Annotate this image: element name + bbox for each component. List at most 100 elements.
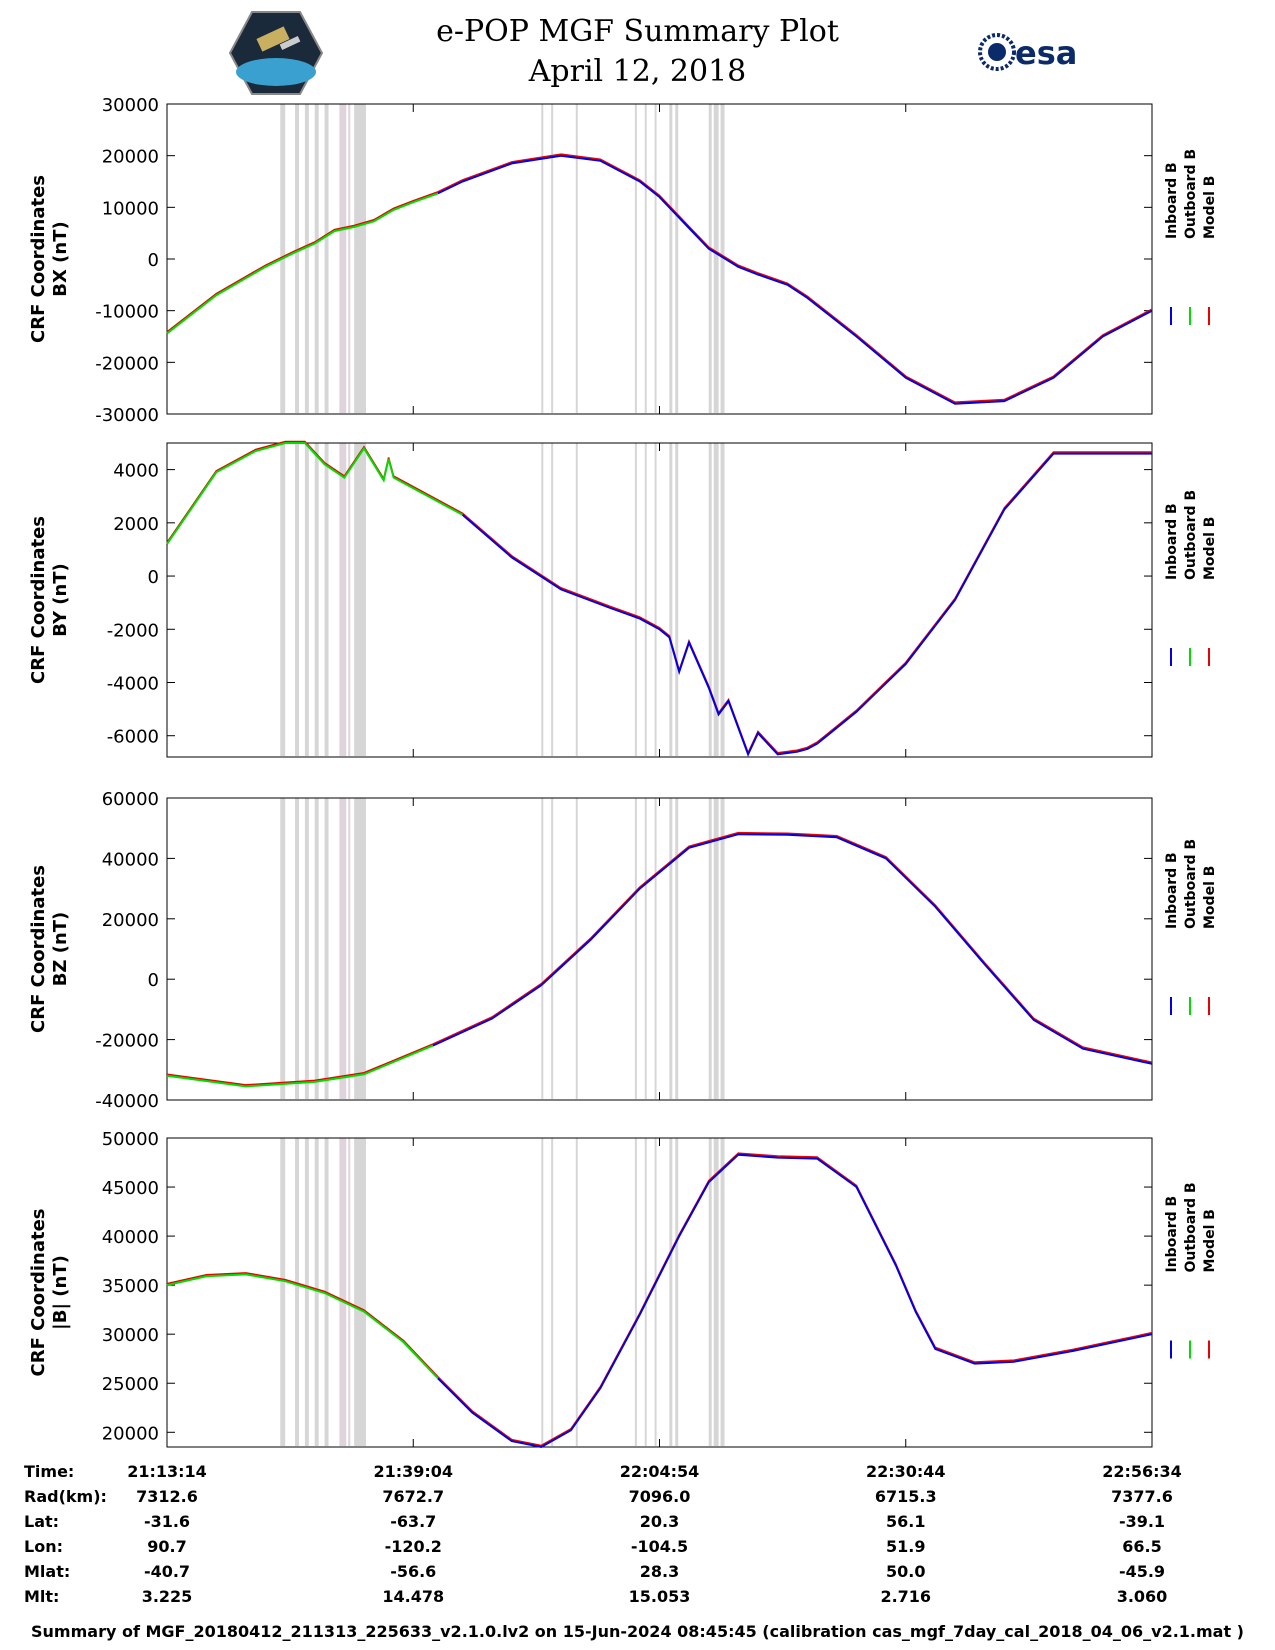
- y-axis-label: |B| (nT): [50, 1255, 71, 1330]
- info-value: -120.2: [384, 1537, 442, 1556]
- panel-by: 4000 2000 0 -2000 -4000 -6000 CRF Coordinates B…: [28, 440, 1218, 758]
- info-value: 3.060: [1116, 1587, 1168, 1606]
- inboard-b-line: [432, 833, 1153, 1065]
- data-gap-band: [575, 798, 578, 1099]
- data-gap-band: [324, 443, 329, 756]
- plot-title: e-POP MGF Summary Plot: [436, 14, 839, 49]
- data-gap-band: [669, 798, 673, 1099]
- info-value: 66.5: [1122, 1537, 1162, 1556]
- data-gap-band: [654, 104, 657, 413]
- y-axis-label: BX (nT): [50, 221, 71, 296]
- y-tick-label: -6000: [107, 727, 159, 748]
- data-gap-band: [708, 1138, 712, 1446]
- data-gap-band: [551, 443, 554, 756]
- y-tick-label: -30000: [95, 405, 159, 426]
- data-gap-band: [541, 798, 544, 1099]
- data-gap-band: [713, 104, 719, 413]
- y-tick-label: -20000: [95, 1031, 159, 1052]
- info-row: Mlt: 3.225 14.478 15.053 2.716 3.060: [0, 1587, 1275, 1611]
- data-gap-band: [644, 798, 647, 1099]
- legend-label: Outboard B: [1183, 1182, 1199, 1272]
- y-tick-label: 50000: [102, 1129, 159, 1150]
- info-value: 22:56:34: [1102, 1462, 1182, 1481]
- info-value: 51.9: [886, 1537, 926, 1556]
- info-value: -63.7: [390, 1512, 437, 1531]
- y-tick-label: 30000: [102, 1325, 159, 1346]
- y-tick-label: 35000: [102, 1276, 159, 1297]
- data-gap-band: [644, 443, 647, 756]
- info-value: -56.6: [390, 1562, 437, 1581]
- data-gap-band: [314, 1138, 319, 1446]
- data-gap-band: [675, 104, 679, 413]
- data-gap-band: [314, 104, 319, 413]
- y-tick-label: -20000: [95, 353, 159, 374]
- info-value: 56.1: [886, 1512, 926, 1531]
- y-tick-label: 20000: [102, 910, 159, 931]
- data-gap-band: [551, 1138, 554, 1446]
- y-axis-label: CRF Coordinates: [28, 1209, 49, 1377]
- legend-label: Inboard B: [1164, 1196, 1180, 1273]
- data-gap-band: [654, 443, 657, 756]
- data-gap-band: [541, 1138, 544, 1446]
- info-row: Lon: 90.7 -120.2 -104.5 51.9 66.5: [0, 1537, 1275, 1561]
- data-gap-band: [669, 443, 673, 756]
- info-value: -31.6: [143, 1512, 191, 1531]
- data-gap-band: [314, 798, 319, 1099]
- y-tick-label: 10000: [102, 198, 159, 219]
- y-axis-label: CRF Coordinates: [28, 865, 49, 1033]
- data-gap-band: [720, 798, 725, 1099]
- model-b-line: [166, 153, 1153, 404]
- footer-caption: Summary of MGF_20180412_211313_225633_v2…: [31, 1622, 1244, 1641]
- data-gap-band: [280, 443, 286, 756]
- data-gap-band: [280, 798, 286, 1099]
- data-gap-band: [541, 104, 544, 413]
- inboard-b-line: [461, 452, 1152, 757]
- data-gap-band: [324, 104, 329, 413]
- data-gap-band: [295, 1138, 299, 1446]
- data-gap-band: [634, 798, 637, 1099]
- info-row-label: Mlt:: [24, 1587, 60, 1606]
- y-tick-label: 25000: [102, 1374, 159, 1395]
- data-gap-band: [541, 443, 544, 756]
- info-value: 22:04:54: [619, 1462, 700, 1481]
- time-info-table: Time: 21:13:14 21:39:04 22:04:54 22:30:44 22:…: [0, 1462, 1275, 1612]
- y-tick-label: 0: [148, 567, 159, 588]
- data-gap-band: [314, 443, 319, 756]
- legend-label: Inboard B: [1164, 162, 1180, 239]
- info-value: 14.478: [382, 1587, 445, 1606]
- data-gap-band: [669, 104, 673, 413]
- info-row: Rad(km): 7312.6 7672.7 7096.0 6715.3 7377.6: [0, 1487, 1275, 1511]
- data-gap-band: [304, 798, 309, 1099]
- y-tick-label: 45000: [102, 1178, 159, 1199]
- data-gap-band: [339, 1138, 347, 1446]
- legend-label: Outboard B: [1183, 839, 1199, 929]
- data-gap-band: [354, 798, 366, 1099]
- y-tick-label: 20000: [102, 1423, 159, 1444]
- inboard-b-line: [437, 154, 1153, 405]
- info-value: 3.225: [141, 1587, 193, 1606]
- info-value: 50.0: [886, 1562, 926, 1581]
- data-gap-band: [295, 798, 299, 1099]
- data-gap-band: [304, 1138, 309, 1446]
- data-gap-band: [713, 1138, 719, 1446]
- y-tick-label: 0: [148, 970, 159, 991]
- info-value: 7312.6: [136, 1487, 198, 1506]
- y-tick-label: 0: [148, 250, 159, 271]
- y-tick-label: -10000: [95, 302, 159, 323]
- data-gap-band: [354, 443, 366, 756]
- y-axis-label: CRF Coordinates: [28, 516, 49, 684]
- y-tick-label: 30000: [102, 95, 159, 116]
- panel-b: 50000 45000 40000 35000 30000 25000 20000 CRF C…: [28, 1129, 1218, 1449]
- info-row-label: Time:: [24, 1462, 75, 1481]
- info-value: 21:39:04: [373, 1462, 454, 1481]
- info-value: 6715.3: [874, 1487, 937, 1506]
- info-row: Time: 21:13:14 21:39:04 22:04:54 22:30:44 22:…: [0, 1462, 1275, 1486]
- data-gap-band: [720, 104, 725, 413]
- y-tick-label: -2000: [107, 620, 159, 641]
- info-value: 28.3: [639, 1562, 680, 1581]
- data-gap-band: [634, 1138, 637, 1446]
- data-gap-band: [551, 798, 554, 1099]
- panel-bz: 60000 40000 20000 0 -20000 -40000 CRF Coordina…: [28, 789, 1218, 1112]
- data-gap-band: [348, 104, 351, 413]
